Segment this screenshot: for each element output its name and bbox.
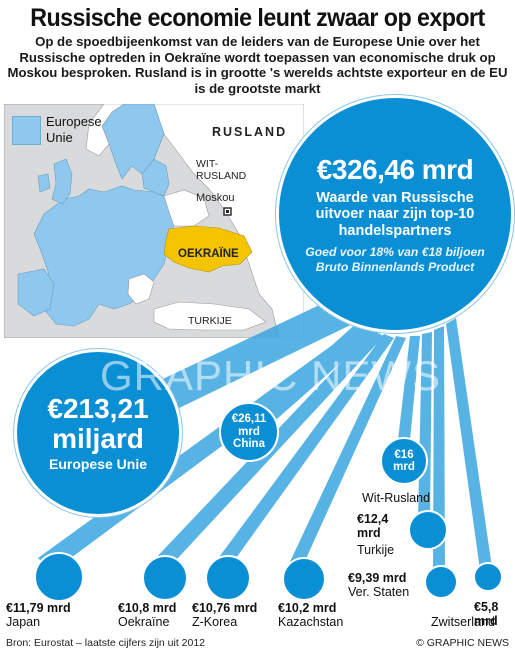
total-value: €326,46 mrd [316,153,474,185]
uk [51,158,73,205]
legend-swatch-eu [12,116,41,145]
turkey-dot [408,510,448,550]
us-name: Ver. Staten [348,585,410,599]
kazakh-dot [282,557,326,601]
ray-korea [214,334,394,572]
belarus [163,189,210,227]
ukraine-value: €10,8 mrd [118,601,177,615]
map-label-belarus: WIT-RUSLAND [196,158,247,182]
ireland [37,173,51,193]
iberia [17,268,55,317]
credit: © GRAPHIC NEWS [416,637,509,649]
total-note: Goed voor 18% van €18 biljoen Bruto Binn… [305,245,485,274]
turkey-value: €12,4 mrd [357,512,389,540]
turkey-name: Turkije [357,543,395,557]
kazakh-value: €10,2 mrd [278,601,337,615]
ray-kazakh [288,336,406,572]
source-note: Bron: Eurostat – laatste cijfers zijn ui… [6,637,206,649]
belarus-name: Wit-Rusland [362,491,431,505]
ukraine-region [163,225,253,273]
japan-value: €11,79 mrd [6,601,71,615]
korea-value: €10,76 mrd [192,601,258,615]
ukraine-name: Oekraïne [118,615,170,629]
norway [85,104,125,157]
china-label: €26,11 mrd China [231,413,267,451]
ray-belarus [398,336,420,440]
swiss-value-1: €5,8 mrd [474,600,499,628]
eu-value: €213,21 miljard [47,393,149,454]
swiss-dot [473,562,503,592]
eu-bubble: €213,21 miljard Europese Unie [14,349,182,517]
china-bubble: €26,11 mrd China [219,402,279,462]
belarus-bubble: €16 mrd [380,437,428,485]
baltics [141,158,170,197]
japan-name: Japan [6,615,41,629]
black-sea [179,272,246,296]
map-label-russia: RUSLAND [212,125,288,139]
ray-swiss [446,318,492,570]
ray-eu [150,300,365,410]
map-label-ukraine: OEKRAÏNE [178,248,239,260]
us-value: €9,39 mrd [348,571,407,585]
japan-dot [34,552,84,602]
total-bubble: €326,46 mrd Waarde van Russische uitvoer… [276,95,514,333]
ray-us [433,326,445,572]
korea-name: Z-Korea [192,615,238,629]
korea-dot [205,555,251,601]
map-label-moscow: Moskou [196,192,235,204]
legend-label-eu: Europese Unie [46,114,102,145]
swiss-name: Zwitserland [431,615,495,629]
us-dot [424,565,458,599]
balkans [127,273,155,305]
kazakh-name: Kazachstan [278,615,344,629]
total-desc: Waarde van Russische uitvoer naar zijn t… [315,189,475,239]
ukraine-dot [142,555,188,601]
turkey-region [153,301,267,331]
watermark: GRAPHIC NEWS [100,352,442,399]
map-label-turkey: TURKIJE [188,315,232,327]
belarus-value: €16 mrd [393,448,415,474]
subtitle: Op de spoedbijeenkomst van de leiders va… [7,34,508,96]
eu-label: Europese Unie [48,456,148,472]
europe-map [4,104,304,338]
page-title: Russische economie leunt zwaar op export [30,4,485,32]
